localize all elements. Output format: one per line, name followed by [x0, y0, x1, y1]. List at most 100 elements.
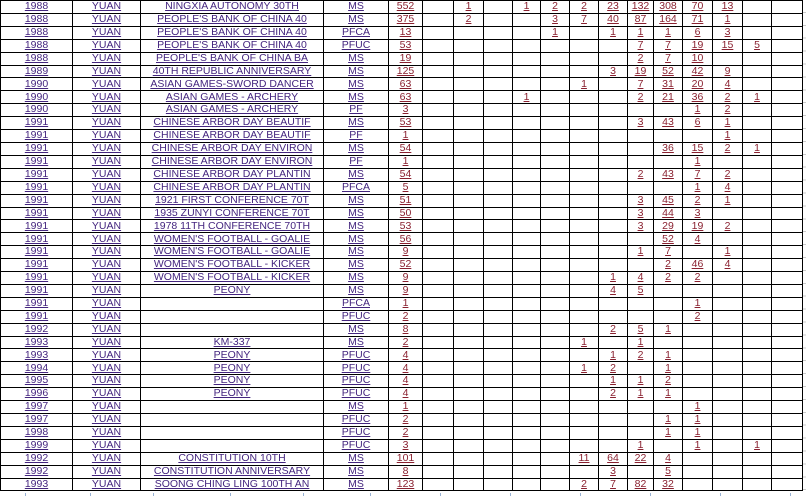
cell-denomination[interactable]: YUAN [72, 271, 141, 285]
cell-grade-bucket[interactable] [569, 180, 599, 195]
cell-grade-bucket[interactable] [569, 438, 599, 453]
cell-description[interactable]: CHINESE ARBOR DAY ENVIRON [140, 154, 324, 169]
cell-grade-bucket[interactable] [682, 335, 713, 350]
cell-total[interactable]: 125 [388, 64, 423, 79]
cell-grade-bucket[interactable] [453, 64, 484, 79]
cell-grade-bucket[interactable] [540, 322, 570, 337]
cell-grade-bucket[interactable] [771, 232, 803, 247]
cell-grade-bucket[interactable] [453, 425, 484, 440]
cell-grade-bucket[interactable] [569, 51, 599, 66]
cell-grade-bucket[interactable]: 7 [598, 477, 628, 492]
cell-grade-bucket[interactable]: 7 [653, 245, 683, 260]
cell-grade-bucket[interactable] [540, 116, 570, 131]
cell-grade-bucket[interactable] [483, 387, 513, 402]
cell-grade-bucket[interactable]: 4 [653, 451, 683, 466]
cell-grade-bucket[interactable] [422, 400, 454, 414]
cell-grade-bucket[interactable] [512, 322, 541, 337]
cell-total[interactable]: 19 [388, 51, 423, 66]
cell-grade-type[interactable]: PFUC [323, 425, 389, 440]
cell-grade-bucket[interactable] [771, 193, 803, 208]
cell-grade-bucket[interactable]: 52 [653, 64, 683, 79]
cell-grade-bucket[interactable]: 1 [627, 25, 654, 40]
cell-grade-bucket[interactable] [598, 103, 628, 118]
cell-grade-bucket[interactable] [422, 141, 454, 156]
cell-denomination[interactable]: YUAN [72, 25, 141, 40]
cell-grade-bucket[interactable] [742, 322, 772, 337]
cell-grade-bucket[interactable]: 4 [627, 271, 654, 285]
cell-grade-type[interactable]: PF [323, 103, 389, 118]
cell-grade-bucket[interactable] [422, 232, 454, 247]
cell-grade-bucket[interactable] [742, 271, 772, 285]
cell-grade-bucket[interactable] [712, 451, 743, 466]
cell-grade-bucket[interactable] [771, 64, 803, 79]
cell-grade-bucket[interactable] [453, 413, 484, 427]
cell-grade-bucket[interactable]: 3 [627, 193, 654, 208]
cell-denomination[interactable]: YUAN [72, 141, 141, 156]
cell-grade-type[interactable]: PFUC [323, 438, 389, 453]
cell-grade-bucket[interactable]: 3 [540, 12, 570, 27]
cell-grade-bucket[interactable] [422, 283, 454, 298]
cell-denomination[interactable]: YUAN [72, 335, 141, 350]
cell-grade-bucket[interactable]: 2 [569, 477, 599, 492]
cell-grade-bucket[interactable] [742, 25, 772, 40]
cell-grade-bucket[interactable]: 1 [653, 387, 683, 402]
cell-grade-bucket[interactable] [540, 90, 570, 105]
cell-grade-bucket[interactable] [569, 141, 599, 156]
cell-grade-bucket[interactable] [742, 296, 772, 311]
cell-total[interactable]: 8 [388, 464, 423, 479]
cell-year[interactable]: 1991 [0, 245, 73, 260]
cell-grade-bucket[interactable]: 1 [569, 335, 599, 350]
cell-denomination[interactable]: YUAN [72, 64, 141, 79]
cell-grade-bucket[interactable] [771, 271, 803, 285]
cell-grade-bucket[interactable]: 22 [627, 451, 654, 466]
cell-grade-bucket[interactable] [712, 400, 743, 414]
cell-grade-bucket[interactable]: 43 [653, 167, 683, 182]
cell-year[interactable]: 1992 [0, 451, 73, 466]
cell-grade-bucket[interactable]: 10 [682, 51, 713, 66]
cell-grade-type[interactable]: MS [323, 206, 389, 221]
cell-grade-bucket[interactable] [627, 296, 654, 311]
cell-year[interactable]: 1991 [0, 154, 73, 169]
cell-grade-bucket[interactable] [653, 103, 683, 118]
cell-grade-bucket[interactable] [742, 129, 772, 143]
cell-grade-bucket[interactable]: 5 [627, 283, 654, 298]
cell-grade-bucket[interactable]: 5 [653, 464, 683, 479]
cell-grade-bucket[interactable] [682, 322, 713, 337]
cell-total[interactable]: 9 [388, 245, 423, 260]
cell-grade-bucket[interactable] [771, 309, 803, 324]
cell-grade-bucket[interactable] [742, 258, 772, 273]
cell-description[interactable]: PEOPLE'S BANK OF CHINA 40 [140, 12, 324, 27]
cell-grade-bucket[interactable]: 2 [453, 12, 484, 27]
cell-grade-bucket[interactable] [483, 25, 513, 40]
cell-total[interactable]: 51 [388, 193, 423, 208]
cell-denomination[interactable]: YUAN [72, 12, 141, 27]
cell-total[interactable]: 13 [388, 25, 423, 40]
cell-grade-bucket[interactable] [771, 38, 803, 53]
cell-grade-type[interactable]: PFUC [323, 413, 389, 427]
cell-grade-bucket[interactable]: 1 [712, 12, 743, 27]
cell-year[interactable]: 1997 [0, 400, 73, 414]
cell-denomination[interactable]: YUAN [72, 464, 141, 479]
cell-year[interactable]: 1991 [0, 309, 73, 324]
cell-grade-bucket[interactable]: 1 [598, 25, 628, 40]
cell-total[interactable]: 1 [388, 154, 423, 169]
cell-denomination[interactable]: YUAN [72, 245, 141, 260]
cell-total[interactable]: 63 [388, 90, 423, 105]
cell-grade-bucket[interactable] [453, 90, 484, 105]
cell-grade-type[interactable]: PF [323, 154, 389, 169]
cell-grade-bucket[interactable] [540, 425, 570, 440]
cell-grade-bucket[interactable] [453, 477, 484, 492]
cell-grade-bucket[interactable] [512, 77, 541, 92]
cell-total[interactable]: 375 [388, 12, 423, 27]
cell-grade-bucket[interactable] [483, 296, 513, 311]
cell-grade-bucket[interactable] [422, 25, 454, 40]
cell-description[interactable]: CONSTITUTION 10TH [140, 451, 324, 466]
cell-grade-bucket[interactable] [771, 141, 803, 156]
cell-total[interactable]: 3 [388, 103, 423, 118]
cell-total[interactable]: 56 [388, 232, 423, 247]
cell-grade-bucket[interactable] [483, 283, 513, 298]
cell-year[interactable]: 1993 [0, 335, 73, 350]
cell-grade-bucket[interactable] [512, 413, 541, 427]
cell-grade-type[interactable]: MS [323, 258, 389, 273]
cell-grade-bucket[interactable] [453, 322, 484, 337]
